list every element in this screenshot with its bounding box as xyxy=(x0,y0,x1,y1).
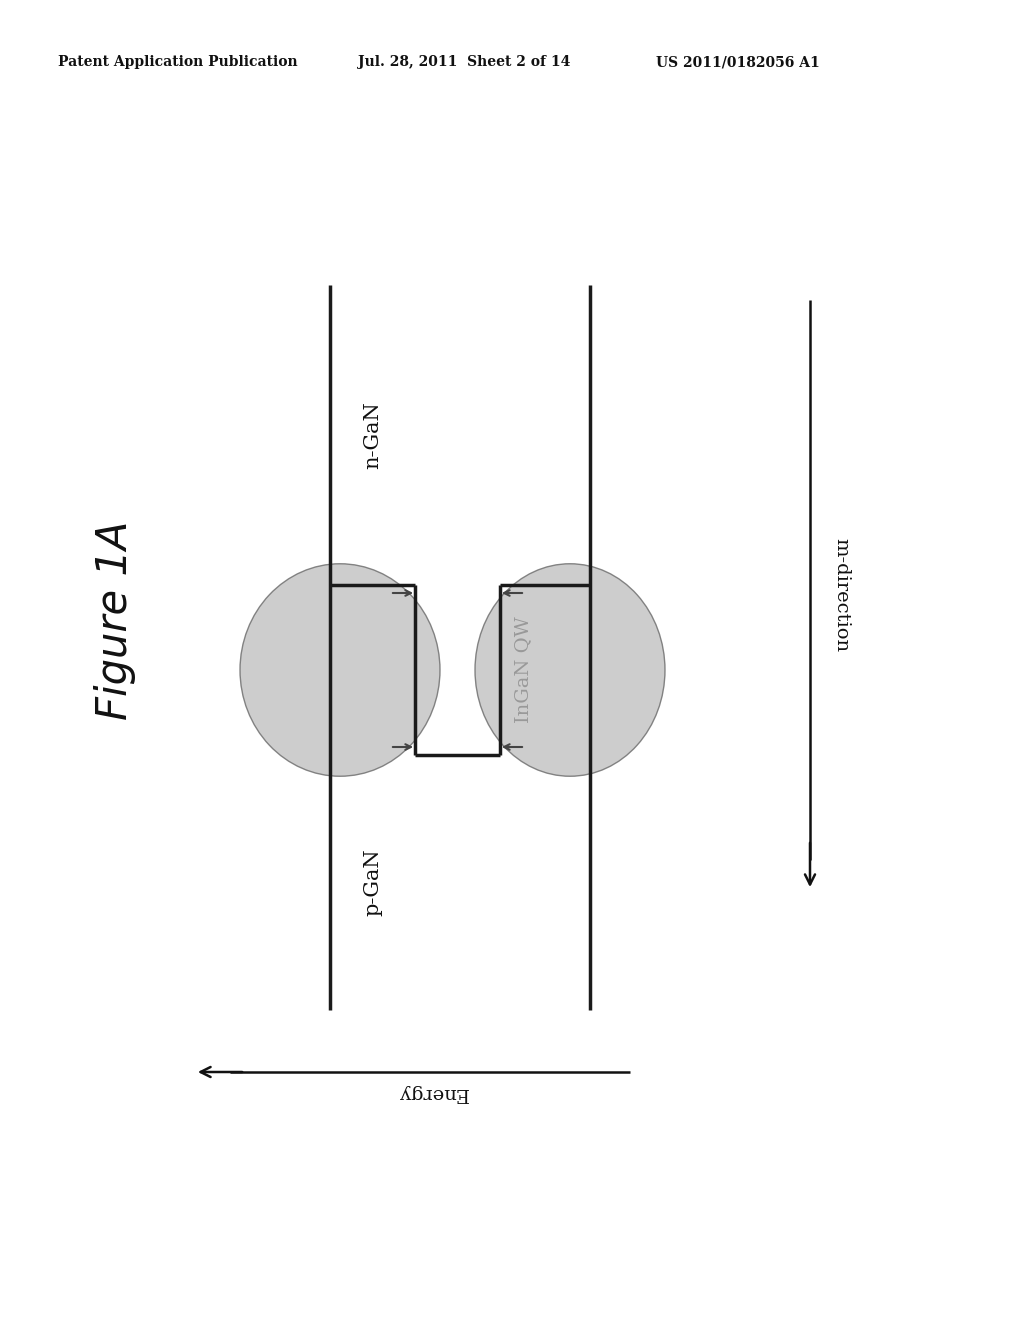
Text: Jul. 28, 2011  Sheet 2 of 14: Jul. 28, 2011 Sheet 2 of 14 xyxy=(358,55,570,69)
Ellipse shape xyxy=(475,564,665,776)
Text: p-GaN: p-GaN xyxy=(362,849,382,916)
Text: US 2011/0182056 A1: US 2011/0182056 A1 xyxy=(656,55,820,69)
Text: n-GaN: n-GaN xyxy=(362,401,382,469)
Text: Patent Application Publication: Patent Application Publication xyxy=(58,55,298,69)
Text: Energy: Energy xyxy=(397,1084,468,1102)
Text: m-direction: m-direction xyxy=(831,539,850,652)
Text: InGaN QW: InGaN QW xyxy=(514,616,532,723)
Text: Figure 1A: Figure 1A xyxy=(94,520,136,719)
Ellipse shape xyxy=(240,564,440,776)
